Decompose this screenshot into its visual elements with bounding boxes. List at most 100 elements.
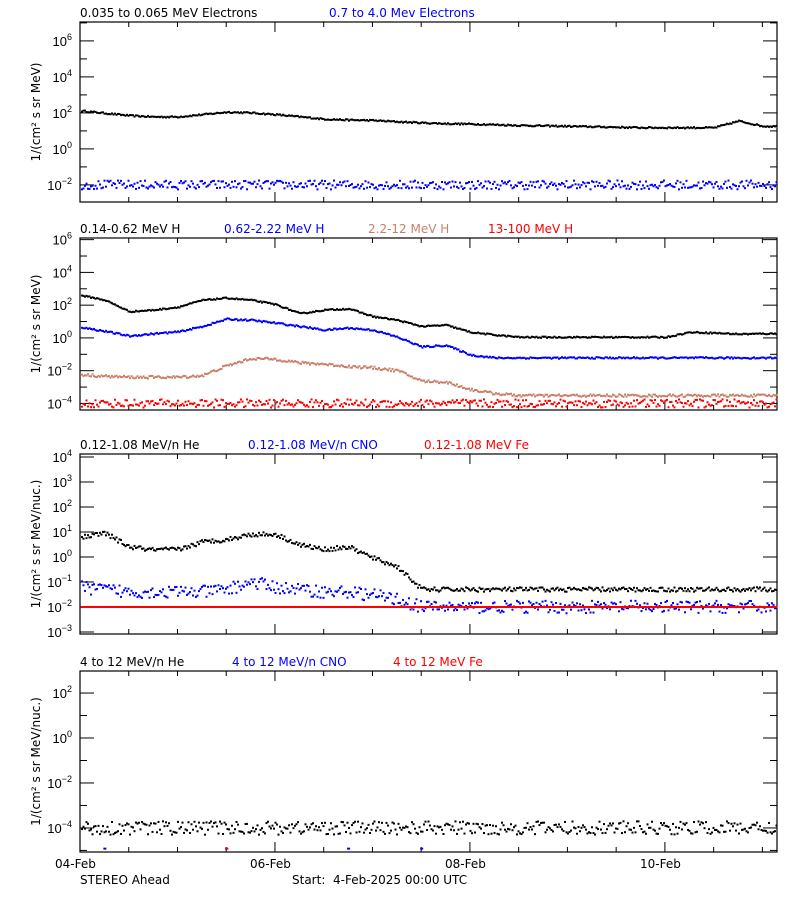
- data-point: [405, 186, 407, 189]
- data-point: [436, 380, 439, 383]
- data-point: [81, 580, 83, 583]
- data-point: [603, 125, 605, 128]
- data-point: [109, 376, 112, 379]
- data-point: [618, 126, 620, 129]
- data-point: [490, 333, 493, 336]
- data-point: [355, 309, 358, 312]
- data-point: [192, 374, 194, 377]
- data-point: [220, 368, 223, 371]
- data-point: [705, 331, 707, 334]
- data-point: [340, 548, 343, 551]
- data-point: [316, 310, 319, 313]
- data-point: [165, 308, 167, 311]
- data-point: [766, 333, 769, 336]
- data-point: [594, 588, 596, 591]
- data-point: [340, 585, 343, 588]
- data-point: [379, 368, 382, 371]
- data-point: [606, 588, 608, 591]
- data-point: [378, 367, 380, 370]
- data-point: [414, 827, 416, 830]
- data-point: [130, 589, 133, 592]
- data-point: [352, 606, 355, 608]
- data-point: [225, 537, 227, 540]
- data-point: [688, 601, 691, 604]
- data-point: [189, 402, 191, 405]
- data-point: [553, 609, 556, 612]
- data-point: [457, 401, 460, 404]
- data-point: [372, 399, 374, 402]
- data-point: [456, 348, 458, 351]
- data-point: [363, 599, 365, 602]
- data-point: [112, 536, 115, 539]
- data-point: [610, 357, 613, 360]
- data-point: [228, 183, 230, 186]
- data-point: [757, 332, 760, 335]
- data-point: [411, 122, 413, 125]
- data-point: [663, 606, 665, 608]
- data-point: [540, 821, 542, 824]
- data-point: [565, 336, 568, 339]
- data-point: [364, 828, 367, 831]
- data-point: [775, 607, 778, 610]
- data-point: [553, 125, 556, 128]
- data-point: [198, 326, 200, 329]
- data-point: [415, 343, 418, 346]
- data-point: [117, 376, 119, 379]
- data-point: [124, 376, 127, 379]
- data-point: [144, 549, 146, 552]
- data-point: [159, 376, 161, 379]
- data-point: [358, 119, 361, 122]
- data-point: [136, 375, 139, 378]
- data-point: [366, 552, 368, 555]
- data-point: [531, 394, 533, 397]
- data-point: [564, 394, 566, 397]
- data-point: [339, 546, 341, 549]
- data-point: [106, 825, 109, 828]
- data-point: [556, 188, 559, 191]
- data-point: [321, 329, 323, 332]
- data-point: [154, 332, 157, 335]
- data-point: [292, 586, 295, 589]
- data-point: [274, 357, 277, 360]
- data-point: [121, 334, 124, 337]
- data-point: [456, 185, 458, 188]
- data-point: [747, 401, 749, 404]
- data-point: [585, 587, 587, 590]
- data-point: [510, 356, 512, 359]
- data-point: [597, 600, 599, 603]
- data-point: [556, 606, 559, 608]
- data-point: [484, 355, 487, 358]
- data-point: [514, 824, 517, 827]
- data-point: [775, 393, 778, 396]
- data-point: [724, 332, 727, 335]
- data-point: [636, 602, 638, 605]
- data-point: [406, 572, 409, 575]
- data-point: [138, 310, 140, 313]
- data-point: [322, 329, 325, 332]
- data-point: [741, 393, 743, 396]
- data-point: [445, 604, 448, 607]
- data-point: [490, 356, 493, 359]
- data-point: [505, 602, 508, 605]
- data-point: [504, 600, 506, 603]
- data-point: [163, 825, 166, 828]
- data-point: [747, 333, 749, 336]
- data-point: [384, 316, 386, 319]
- data-point: [439, 404, 442, 407]
- data-point: [732, 332, 734, 335]
- data-point: [442, 604, 445, 607]
- data-point: [453, 401, 455, 404]
- data-point: [312, 595, 314, 598]
- data-point: [121, 183, 124, 186]
- data-point: [475, 123, 478, 126]
- data-point: [585, 125, 587, 128]
- data-point: [325, 363, 328, 366]
- data-point: [562, 125, 565, 128]
- data-point: [547, 395, 550, 398]
- data-point: [112, 303, 115, 306]
- data-point: [466, 587, 469, 590]
- data-point: [346, 366, 349, 369]
- data-point: [144, 823, 146, 826]
- data-point: [292, 606, 295, 608]
- data-point: [478, 332, 481, 335]
